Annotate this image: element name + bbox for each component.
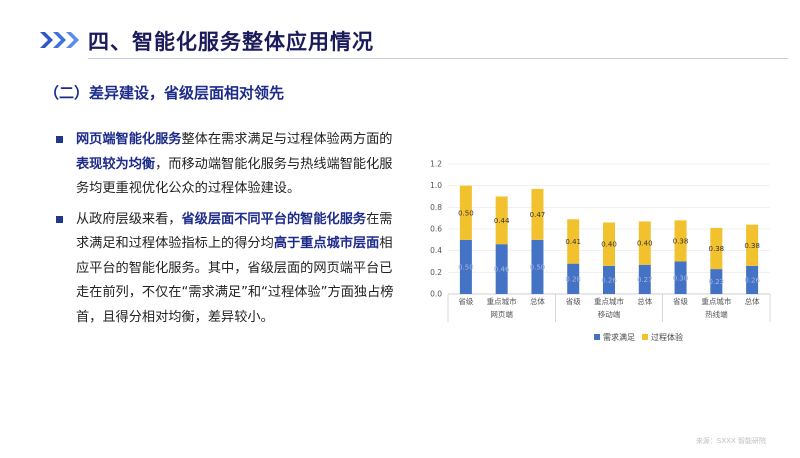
x-category-label: 重点城市 xyxy=(701,296,731,306)
bar-value-label: 0.40 xyxy=(637,240,653,248)
bar-value-label: 0.44 xyxy=(494,217,510,225)
bar-segment-demand xyxy=(710,269,723,294)
bar-value-label: 0.41 xyxy=(565,238,581,246)
bar-segment-experience xyxy=(674,220,687,262)
x-group-label: 移动端 xyxy=(598,309,621,319)
x-group-label: 网页端 xyxy=(490,309,513,319)
y-tick-label: 1.0 xyxy=(430,181,442,190)
bar-value-label: 0.28 xyxy=(565,275,581,283)
page-title: 四、智能化服务整体应用情况 xyxy=(88,30,374,54)
bar-segment-demand xyxy=(638,264,651,294)
highlight-text: 省级层面不同平台的智能化服务 xyxy=(181,211,367,227)
paragraph-text: 从政府层级来看， xyxy=(76,211,182,227)
bar-segment-demand xyxy=(674,261,687,294)
bar-value-label: 0.38 xyxy=(673,237,689,245)
bar-value-label: 0.30 xyxy=(673,274,689,282)
x-category-label: 省级 xyxy=(566,296,581,306)
paragraph-text: 在需求满足和过程体验指标上的得分均 xyxy=(76,211,393,252)
highlight-text: 网页端智能化服务 xyxy=(76,132,182,147)
bar-value-label: 0.50 xyxy=(530,263,546,271)
bar-value-label: 0.50 xyxy=(458,209,474,217)
bar-segment-demand xyxy=(459,239,472,294)
bar-segment-experience xyxy=(710,227,723,270)
x-category-label: 总体 xyxy=(637,296,652,306)
bar-value-label: 0.50 xyxy=(458,263,474,271)
x-category-label: 重点城市 xyxy=(487,296,517,306)
bar-segment-demand xyxy=(495,244,508,294)
highlight-text: 表现较为均衡 xyxy=(76,156,156,172)
paragraph-web: 网页端智能化服务整体在需求满足与过程体验两方面的表现较为均衡，而移动端智能化服务… xyxy=(56,128,396,202)
bar-segment-demand xyxy=(746,265,759,294)
legend-label: 过程体验 xyxy=(651,332,683,342)
bar-segment-demand xyxy=(567,263,580,294)
source-watermark: 来源：SXXX 智能研院 xyxy=(695,437,766,445)
bar-segment-demand xyxy=(531,239,544,294)
x-group-label: 热线端 xyxy=(705,309,728,319)
bar-segment-demand xyxy=(603,265,615,294)
y-tick-label: 1.2 xyxy=(430,160,442,169)
bar-value-label: 0.26 xyxy=(744,276,760,284)
x-category-label: 总体 xyxy=(745,296,761,306)
highlight-text: 高于重点城市层面 xyxy=(273,236,380,251)
bar-value-label: 0.23 xyxy=(709,278,725,286)
square-bullet-icon xyxy=(56,136,63,143)
paragraph-text: 相应平台的智能化服务。其中，省级层面的网页端平台已走在前列，不仅在“需求满足”和… xyxy=(76,236,394,325)
y-tick-label: 0.8 xyxy=(430,203,442,212)
bar-segment-experience xyxy=(603,222,615,266)
bar-segment-experience xyxy=(495,196,508,245)
bar-value-label: 0.47 xyxy=(530,211,546,219)
header-divider xyxy=(88,58,788,59)
paragraph-gov-level: 从政府层级来看，省级层面不同平台的智能化服务在需求满足和过程体验指标上的得分均高… xyxy=(56,208,396,331)
bar-value-label: 0.40 xyxy=(601,241,617,249)
bar-value-label: 0.38 xyxy=(744,242,760,250)
square-bullet-icon xyxy=(56,215,63,223)
paragraph-text: ，而移动端智能化服务与热线端智能化服务均更重视优化公众的过程体验建设。 xyxy=(76,156,393,197)
y-tick-label: 0.6 xyxy=(430,225,442,234)
y-tick-label: 0.0 xyxy=(430,290,442,299)
legend-swatch xyxy=(642,334,648,340)
bar-value-label: 0.27 xyxy=(637,276,653,284)
stacked-bar-chart: 0.0 0.2 0.4 0.6 0.8 1.0 1.2 0.50 0.50 省级 0.46 0.44 重… xyxy=(430,160,771,342)
body-text: 网页端智能化服务整体在需求满足与过程体验两方面的表现较为均衡，而移动端智能化服务… xyxy=(56,128,396,336)
bar-segment-experience xyxy=(746,224,759,266)
bar-value-label: 0.38 xyxy=(709,245,725,253)
x-category-label: 重点城市 xyxy=(594,296,624,306)
x-category-label: 省级 xyxy=(458,296,473,306)
bar-segment-experience xyxy=(459,185,472,240)
paragraph-text: 整体在需求满足与过程体验两方面的 xyxy=(181,132,393,147)
y-tick-label: 0.4 xyxy=(430,246,442,255)
bar-segment-experience xyxy=(567,219,580,264)
section-subtitle: （二）差异建设，省级层面相对领先 xyxy=(44,84,285,102)
chevron-arrows-icon xyxy=(40,32,79,48)
x-category-label: 省级 xyxy=(673,296,688,306)
bar-value-label: 0.46 xyxy=(494,266,510,274)
legend-swatch xyxy=(594,334,600,340)
y-tick-label: 0.2 xyxy=(430,268,442,277)
legend-label: 需求满足 xyxy=(603,332,635,342)
bar-value-label: 0.26 xyxy=(601,276,617,284)
x-category-label: 总体 xyxy=(530,296,545,306)
slide-header: 四、智能化服务整体应用情况 xyxy=(0,18,800,64)
bar-segment-experience xyxy=(531,188,544,240)
bar-segment-experience xyxy=(638,221,651,265)
